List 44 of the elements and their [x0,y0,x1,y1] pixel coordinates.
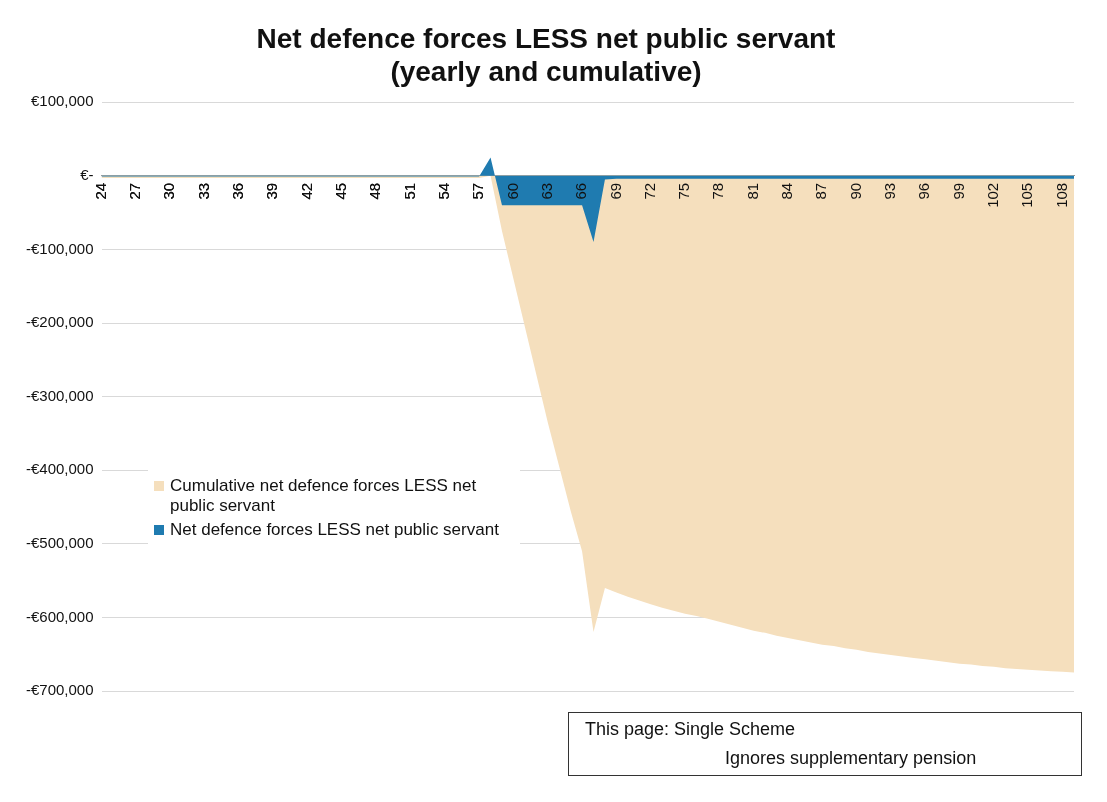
x-tick-label: 27 [126,182,144,200]
x-tick-label: 54 [434,182,452,200]
x-tick-label: 45 [331,182,349,200]
x-tick-label: 90 [846,182,864,200]
y-tick-label: -€500,000 [26,533,94,551]
x-tick-label: 33 [194,182,212,200]
y-tick-label: -€300,000 [26,386,94,404]
x-tick-label: 36 [228,182,246,200]
x-tick-label: 75 [675,182,693,200]
chart-title: Net defence forces LESS net public servant [256,22,836,54]
x-tick-label: 30 [160,182,178,200]
x-tick-label: 24 [91,182,109,200]
y-tick-label: -€200,000 [26,313,94,331]
x-tick-label: 78 [709,182,727,200]
x-tick-label: 72 [640,182,658,200]
x-tick-label: 60 [503,182,521,200]
legend-label: Cumulative net defence forces LESS net public servant [170,476,478,516]
x-tick-label: 105 [1018,182,1036,208]
legend-label: Net defence forces LESS net public servant [170,520,499,540]
x-tick-label: 39 [263,182,281,200]
text: This page: Single Scheme [585,719,797,740]
text: Ignores supplementary pension [724,748,978,769]
x-tick-label: 93 [881,182,899,200]
chart-subtitle: (yearly and cumulative) [390,56,702,88]
x-tick-label: 63 [537,182,555,200]
x-tick-label: 87 [812,182,830,200]
y-tick-label: -€400,000 [26,460,94,478]
x-tick-label: 69 [606,182,624,200]
x-tick-label: 42 [297,182,315,200]
x-tick-label: 48 [366,182,384,200]
y-tick-label: €100,000 [30,92,94,110]
x-tick-label: 51 [400,182,418,200]
y-tick-label: -€600,000 [26,607,94,625]
x-tick-label: 99 [949,182,967,200]
x-tick-label: 102 [984,182,1002,208]
y-tick-label: -€700,000 [26,681,94,699]
x-tick-label: 57 [469,182,487,200]
x-tick-label: 96 [915,182,933,200]
y-tick-label: -€100,000 [26,239,94,257]
x-tick-label: 66 [572,182,590,200]
x-tick-label: 84 [778,182,796,200]
x-tick-label: 81 [743,182,761,200]
y-tick-label: €- [80,165,94,183]
x-tick-label: 108 [1052,182,1070,208]
